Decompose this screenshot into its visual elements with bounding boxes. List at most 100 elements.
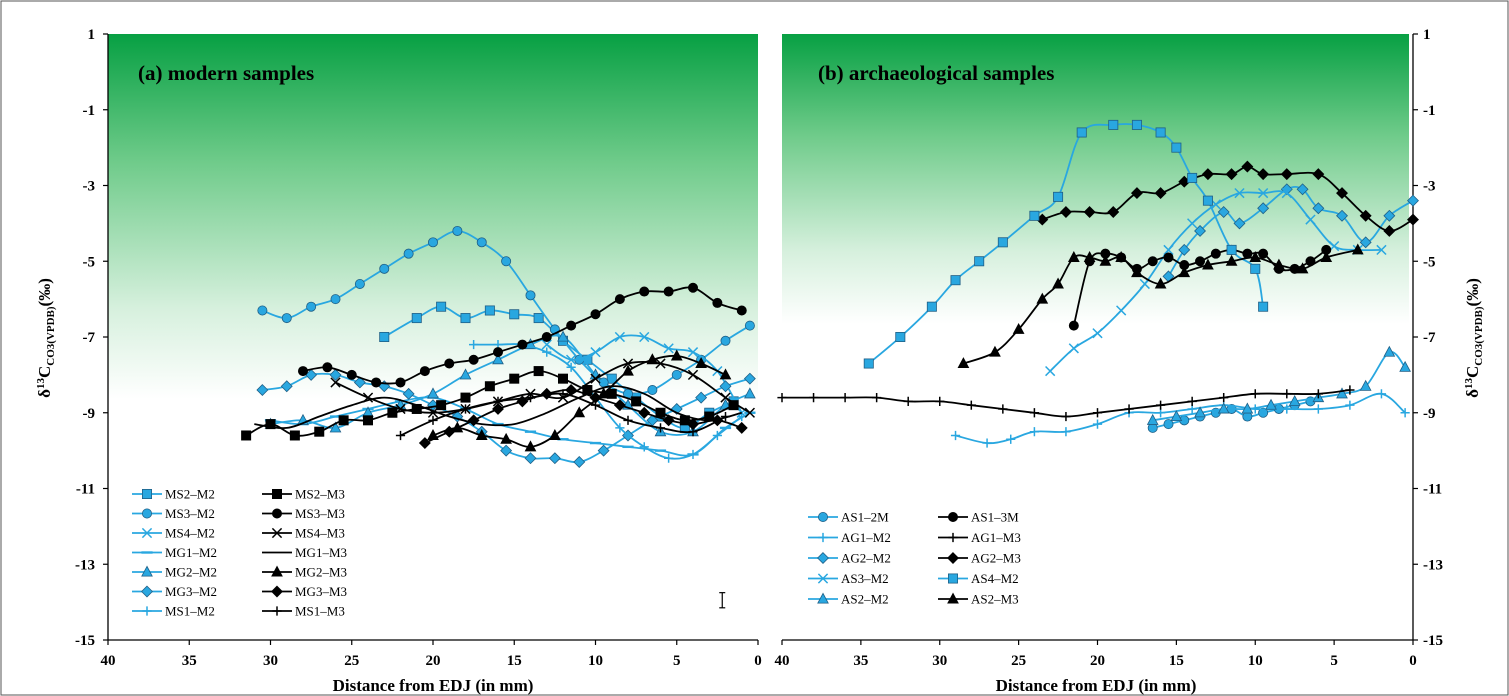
x-tick-label: 25	[1011, 653, 1026, 669]
series-mg3-m3	[418, 384, 748, 450]
data-point	[1045, 365, 1056, 377]
y-tick-label: -3	[1423, 179, 1436, 195]
data-point	[712, 297, 723, 308]
legend-label: AG1–M3	[971, 530, 1021, 545]
data-point	[1258, 407, 1269, 418]
data-point	[517, 339, 528, 350]
data-point	[330, 294, 341, 305]
data-point	[542, 347, 552, 357]
y-tick-label: -11	[76, 482, 95, 498]
y-tick-label: -7	[1423, 330, 1436, 346]
data-point	[566, 320, 577, 331]
data-point	[524, 440, 537, 452]
x-tick-label: 10	[1248, 653, 1263, 669]
legend-marker	[141, 527, 153, 539]
data-point	[452, 225, 463, 236]
data-point	[935, 396, 945, 406]
legend-marker	[817, 592, 829, 604]
data-point	[492, 347, 503, 358]
data-point	[623, 415, 633, 425]
data-point	[1383, 224, 1396, 237]
data-point	[1068, 343, 1079, 354]
data-point	[744, 320, 755, 331]
panel-modern: 1 -1 -3 -5 -7 -9 -11 -13 -15 40 35 30 25 20 15 10 5 0 (a)…	[35, 27, 762, 695]
data-point	[639, 442, 649, 452]
data-point	[500, 444, 513, 457]
data-point	[1258, 248, 1269, 259]
axes: 1 -1 -3 -5 -7 -9 -11 -13 -15 40 35 30 25 20 15 10 5 0	[75, 27, 762, 669]
data-point	[662, 414, 675, 427]
legend-label: MG3–M3	[295, 584, 347, 599]
legend-entry: AS3–M2	[808, 571, 889, 586]
series-ag1-m3	[777, 385, 1355, 422]
x-tick-label: 40	[101, 653, 116, 669]
panel-title: (a) modern samples	[138, 61, 314, 85]
data-point	[427, 387, 439, 399]
data-point	[639, 286, 650, 297]
data-point	[460, 392, 471, 403]
data-point	[330, 377, 341, 388]
data-point	[501, 256, 512, 267]
legend-entry: MG3–M2	[132, 584, 217, 599]
data-point	[525, 393, 536, 403]
data-point	[573, 456, 586, 468]
legend-label: MS4–M2	[165, 526, 215, 541]
data-point	[549, 429, 561, 440]
data-point	[354, 278, 365, 289]
data-point	[606, 388, 617, 399]
legend-label: MG1–M3	[295, 545, 347, 560]
data-point	[613, 399, 626, 412]
y-tick-label: -9	[1423, 406, 1436, 422]
legend-label: AS2–M2	[841, 592, 889, 607]
data-point	[468, 354, 479, 365]
data-point	[736, 305, 747, 316]
panel-title: (b) archaeological samples	[818, 61, 1054, 85]
series-mg1-m3	[254, 385, 743, 430]
data-point	[1282, 389, 1292, 399]
data-point	[863, 358, 874, 369]
data-point	[744, 407, 756, 418]
data-point	[950, 275, 961, 286]
data-point	[1163, 252, 1174, 263]
data-point	[1376, 244, 1387, 256]
legend-entry: AS2–M2	[808, 592, 889, 607]
data-point	[1131, 119, 1142, 130]
y-tick-label: -15	[1423, 633, 1443, 649]
data-point	[1061, 411, 1071, 422]
data-point	[541, 331, 552, 342]
data-point	[353, 376, 366, 389]
legend-label: AS1–2M	[841, 510, 889, 525]
data-point	[997, 237, 1008, 248]
legend-marker	[817, 552, 829, 564]
data-point	[1092, 419, 1103, 429]
data-point	[297, 366, 308, 377]
series-ms2-m3	[241, 366, 739, 441]
data-point	[743, 372, 756, 385]
data-point	[1234, 187, 1245, 199]
data-point	[257, 305, 268, 316]
x-tick-label: 35	[182, 653, 197, 669]
data-point	[1146, 413, 1159, 425]
data-point	[1265, 398, 1277, 410]
data-point	[1345, 385, 1355, 395]
data-point	[289, 430, 300, 441]
data-point	[1059, 206, 1072, 218]
legend-entry: MG1–M2	[132, 545, 217, 560]
data-point	[1241, 402, 1254, 414]
data-point	[558, 389, 568, 399]
x-tick-label: 0	[1409, 653, 1417, 669]
data-point	[1359, 209, 1372, 222]
data-point	[379, 263, 390, 274]
data-point	[966, 400, 976, 410]
data-point	[1131, 266, 1143, 278]
data-point	[1083, 206, 1096, 218]
legend-marker	[271, 508, 282, 519]
y-axis-title: δ13CCO3(VPDB)(‰)	[35, 278, 57, 398]
legend-marker	[818, 512, 829, 523]
data-point	[509, 373, 520, 384]
data-point	[615, 423, 625, 433]
data-point	[1312, 168, 1325, 181]
data-point	[1053, 191, 1064, 202]
data-point	[1147, 256, 1158, 267]
y-tick-label: -1	[1423, 103, 1436, 119]
